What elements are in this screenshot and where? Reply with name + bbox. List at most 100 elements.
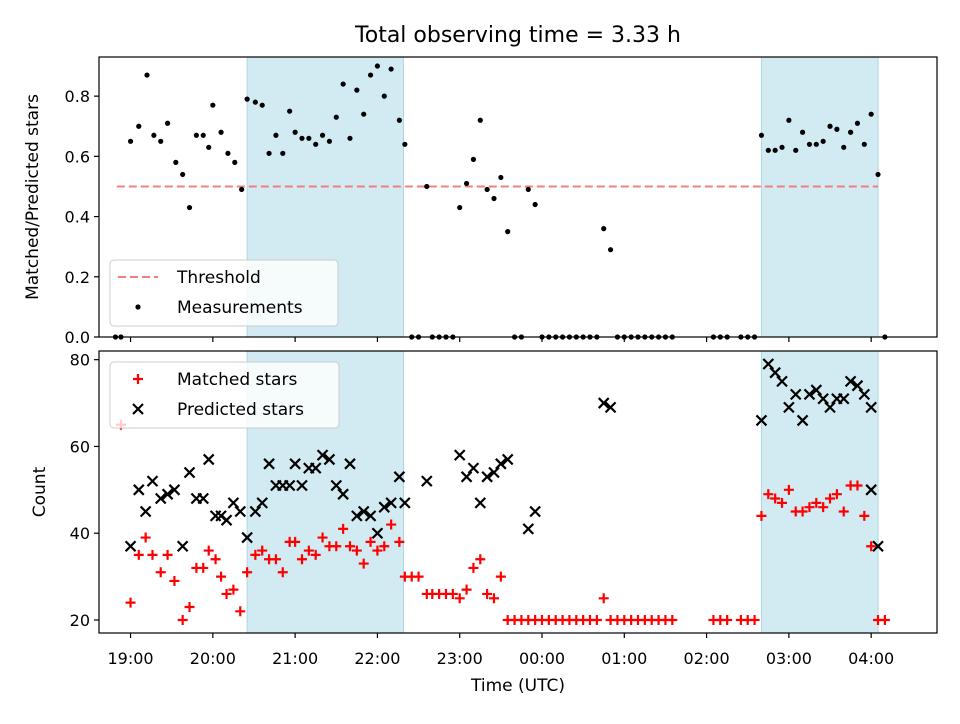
predicted-star-point xyxy=(789,388,802,401)
measurement-point xyxy=(424,183,430,190)
predicted-star-point xyxy=(522,523,535,535)
matched-star-point xyxy=(591,614,602,625)
matched-star-point xyxy=(184,601,195,612)
matched-star-point xyxy=(763,489,774,500)
measurement-point xyxy=(381,93,387,99)
measurement-point xyxy=(402,141,408,147)
measurement-point xyxy=(396,117,402,123)
measurement-point xyxy=(319,132,326,138)
predicted-star-point xyxy=(865,484,877,496)
measurement-point xyxy=(280,150,286,156)
y-tick-label: 0.2 xyxy=(65,268,90,287)
x-tick-label: 04:00 xyxy=(848,649,894,668)
y-tick-label: 0.4 xyxy=(65,208,90,227)
predicted-star-point xyxy=(220,514,233,526)
measurement-point xyxy=(847,129,854,135)
predicted-star-point xyxy=(351,510,363,522)
matched-star-point xyxy=(140,532,151,543)
matched-star-point xyxy=(338,523,349,534)
predicted-star-point xyxy=(460,471,473,483)
y-tick-label: 0.0 xyxy=(65,328,90,347)
predicted-star-point xyxy=(529,505,541,518)
measurement-point xyxy=(164,120,171,126)
measurement-point xyxy=(340,81,346,87)
x-tick-label: 03:00 xyxy=(766,649,812,668)
predicted-star-point xyxy=(132,484,145,496)
predicted-star-point xyxy=(474,497,487,509)
matched-star-point xyxy=(250,549,261,560)
legend: Matched stars Predicted stars xyxy=(109,361,340,429)
measurement-point xyxy=(374,63,381,69)
y-axis-label: Matched/Predicted stars xyxy=(23,94,43,300)
predicted-star-point xyxy=(803,388,816,401)
matched-star-point xyxy=(331,541,342,552)
matched-star-point xyxy=(198,562,209,573)
x-tick-label: 21:00 xyxy=(272,649,318,668)
predicted-star-point xyxy=(241,531,253,544)
measurement-point xyxy=(868,111,874,117)
legend-label: Matched stars xyxy=(177,370,297,390)
y-tick-label: 20 xyxy=(70,611,90,630)
measurement-point xyxy=(827,123,833,129)
predicted-star-point xyxy=(399,497,411,509)
measurement-point xyxy=(266,150,272,156)
measurement-point xyxy=(525,186,531,193)
axes-frame xyxy=(98,350,938,634)
legend-label: Predicted stars xyxy=(177,400,304,420)
matched-star-point xyxy=(454,593,465,604)
matched-star-point xyxy=(722,614,733,625)
measurement-point xyxy=(218,129,224,135)
measurement-point xyxy=(326,138,333,144)
matched-star-point xyxy=(242,567,253,578)
matched-star-point xyxy=(804,502,815,513)
measurement-point xyxy=(361,111,367,117)
predicted-star-point xyxy=(769,366,781,379)
predicted-star-point xyxy=(844,375,857,388)
matched-star-point xyxy=(257,545,268,556)
predicted-star-point xyxy=(139,505,152,518)
x-tick-label: 19:00 xyxy=(107,649,153,668)
measurement-point xyxy=(367,72,374,78)
measurement-point xyxy=(180,171,186,178)
matched-star-point xyxy=(147,549,158,560)
predicted-star-point xyxy=(421,475,433,487)
predicted-star-point xyxy=(227,497,240,509)
predicted-star-point xyxy=(467,462,480,474)
shaded-interval xyxy=(760,56,879,338)
measurement-point xyxy=(498,174,504,181)
matched-star-point xyxy=(162,549,173,560)
matched-star-point xyxy=(818,502,829,513)
measurement-point xyxy=(354,87,360,93)
measurement-point xyxy=(144,72,150,78)
matched-star-point xyxy=(879,614,890,625)
measurement-point xyxy=(820,138,826,144)
ratio-panel: 0.0 0.2 0.4 0.6 0.8 Matched/Predicted stars Th… xyxy=(23,56,938,347)
measurement-point xyxy=(861,141,867,147)
matched-star-point xyxy=(461,584,472,595)
matched-star-point xyxy=(216,571,227,582)
measurement-point xyxy=(306,135,312,141)
matched-star-point xyxy=(303,545,314,556)
matched-star-point xyxy=(859,510,870,521)
predicted-star-point xyxy=(453,449,466,461)
measurement-point xyxy=(313,141,319,147)
legend-box xyxy=(109,259,339,327)
measurement-point xyxy=(484,186,490,193)
predicted-star-point xyxy=(316,449,329,461)
predicted-star-point xyxy=(309,462,322,474)
matched-star-point xyxy=(358,558,369,569)
predicted-star-point xyxy=(337,488,349,500)
matched-star-point xyxy=(203,545,214,556)
measurement-point xyxy=(206,144,212,150)
measurement-point xyxy=(244,96,250,102)
measurement-point xyxy=(834,126,840,132)
predicted-star-point xyxy=(837,392,850,405)
matched-star-point xyxy=(598,593,609,604)
chart-title: Total observing time = 3.33 h xyxy=(354,23,681,48)
matched-star-point xyxy=(351,545,362,556)
predicted-star-point xyxy=(865,401,877,414)
y-tick-label: 0.6 xyxy=(65,147,90,166)
predicted-star-point xyxy=(796,414,809,427)
axes-frame xyxy=(98,56,938,338)
